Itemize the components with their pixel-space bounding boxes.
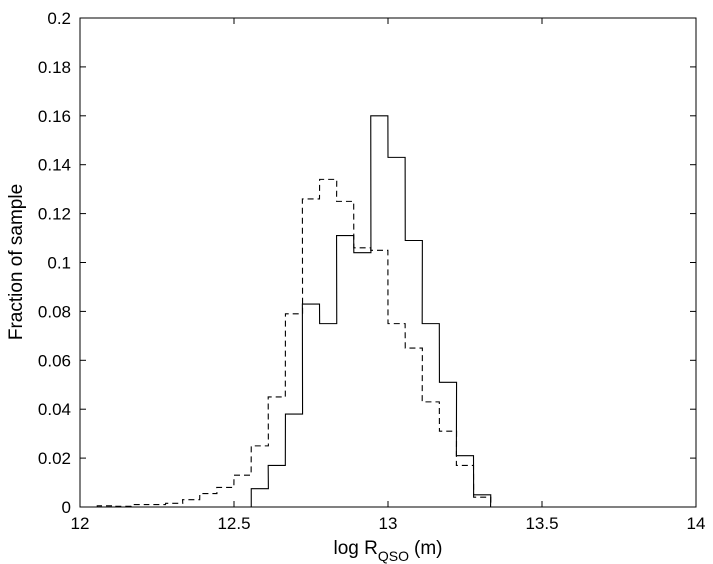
histogram-bin: [268, 397, 285, 507]
histogram-bin: [371, 250, 388, 507]
y-tick-label: 0.1: [47, 254, 71, 273]
histogram-bin: [439, 382, 456, 507]
histogram-bin: [439, 431, 456, 507]
series-dashed-histogram: [96, 178, 492, 507]
series-outline: [250, 115, 508, 508]
x-tick-label: 13.5: [525, 514, 558, 533]
y-tick-label: 0.02: [38, 449, 71, 468]
histogram-bin: [422, 324, 439, 507]
histogram-bin: [474, 497, 491, 507]
histogram-bin: [302, 199, 319, 507]
histogram-bin: [251, 446, 268, 507]
histogram-bin: [183, 500, 200, 507]
x-tick-label: 12.5: [217, 514, 250, 533]
histogram-bin: [354, 248, 371, 507]
histogram-bin: [251, 489, 268, 507]
series-solid-histogram: [250, 115, 508, 508]
y-tick-label: 0.08: [38, 302, 71, 321]
histogram-bin: [200, 494, 217, 507]
y-tick-label: 0.04: [38, 400, 71, 419]
x-axis-label-unit: (m): [414, 538, 442, 559]
histogram-bin: [285, 414, 302, 507]
histogram-bin: [474, 495, 491, 507]
histogram-bin: [285, 314, 302, 507]
histogram-bin: [456, 456, 473, 507]
histogram-bin: [405, 348, 422, 507]
y-tick-label: 0.06: [38, 351, 71, 370]
y-tick-label: 0.14: [38, 156, 71, 175]
x-tick-label: 13: [379, 514, 398, 533]
x-axis-label-subscript: QSO: [378, 548, 409, 564]
histogram-bin: [354, 253, 371, 507]
x-axis-label-main: log R: [334, 538, 378, 559]
histogram-bin: [302, 304, 319, 507]
histogram-bin: [166, 503, 183, 507]
histogram-bin: [388, 157, 405, 507]
histogram-bin: [371, 116, 388, 507]
series-outline: [96, 178, 492, 507]
y-axis-label: Fraction of sample: [6, 184, 27, 340]
histogram-bin: [422, 402, 439, 507]
histogram-bin: [337, 236, 354, 507]
x-tick-label: 12: [71, 514, 90, 533]
x-axis-ticks: 12 12.5 13 13.5 14: [71, 18, 706, 533]
y-tick-label: 0.16: [38, 107, 71, 126]
y-tick-label: 0.12: [38, 205, 71, 224]
histogram-bin: [388, 324, 405, 507]
series-layer: [96, 115, 508, 508]
histogram-bin: [337, 201, 354, 507]
histogram-bin: [217, 487, 234, 507]
y-axis-ticks: 0 0.02 0.04 0.06 0.08 0.1 0.12 0.14 0.16 0.18 0.2: [38, 9, 696, 517]
histogram-bin: [320, 179, 337, 507]
histogram-bin: [405, 240, 422, 507]
histogram-bin: [320, 324, 337, 507]
histogram-bin: [268, 465, 285, 507]
y-tick-label: 0.18: [38, 58, 71, 77]
y-tick-label: 0.2: [47, 9, 71, 28]
histogram-bin: [456, 465, 473, 507]
y-tick-label: 0: [62, 498, 71, 517]
x-tick-label: 14: [687, 514, 706, 533]
histogram-bin: [234, 475, 251, 507]
x-axis-label: log RQSO (m): [334, 538, 443, 564]
